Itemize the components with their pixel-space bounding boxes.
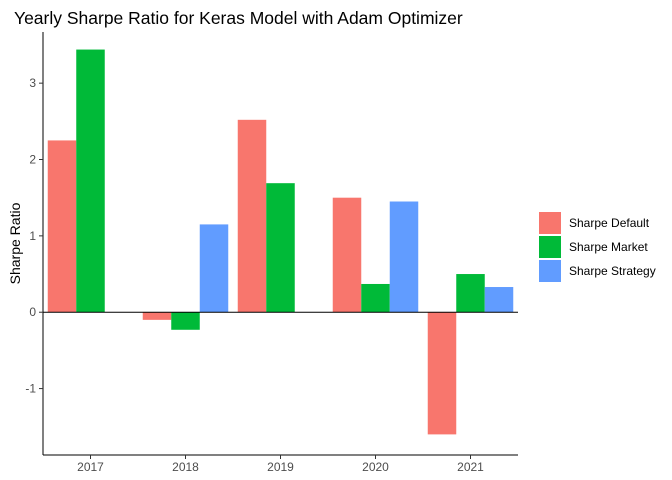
x-tick-label: 2017 — [77, 460, 104, 474]
legend-label: Sharpe Default — [569, 216, 650, 230]
legend-key-sharpe-default — [539, 212, 561, 234]
x-tick-label: 2021 — [457, 460, 484, 474]
bar-sharpe-default-2019 — [237, 119, 267, 313]
bar-sharpe-market-2020 — [361, 283, 390, 313]
axes: -1 0 1 2 3 2017 2018 2019 2020 2021 — [25, 32, 518, 474]
legend-label: Sharpe Market — [569, 240, 648, 254]
y-tick-label: 3 — [29, 76, 36, 90]
y-tick-label: 1 — [29, 229, 36, 243]
bar-sharpe-default-2018 — [142, 312, 172, 320]
y-tick-label: 2 — [29, 153, 36, 167]
bar-sharpe-market-2021 — [456, 274, 485, 313]
bar-sharpe-market-2018 — [171, 312, 200, 330]
bar-sharpe-market-2019 — [266, 183, 295, 313]
legend: Sharpe Default Sharpe Market Sharpe Strate… — [539, 212, 656, 282]
x-tick-label: 2018 — [172, 460, 199, 474]
bar-sharpe-strategy-2020 — [389, 201, 419, 313]
y-tick-label: 0 — [29, 305, 36, 319]
bar-sharpe-default-2021 — [427, 312, 457, 435]
y-tick-label: -1 — [25, 382, 36, 396]
legend-label: Sharpe Strategy — [569, 264, 656, 278]
bar-sharpe-default-2017 — [47, 140, 77, 313]
legend-key-sharpe-strategy — [539, 260, 561, 282]
bar-sharpe-strategy-2018 — [199, 224, 229, 313]
bar-sharpe-strategy-2021 — [484, 287, 514, 313]
bar-sharpe-default-2020 — [332, 197, 362, 313]
bars — [47, 49, 514, 435]
x-tick-label: 2019 — [267, 460, 294, 474]
y-axis-title: Sharpe Ratio — [7, 202, 23, 284]
x-tick-label: 2020 — [362, 460, 389, 474]
bar-sharpe-market-2017 — [76, 49, 105, 313]
chart-title: Yearly Sharpe Ratio for Keras Model with… — [14, 8, 463, 28]
legend-key-sharpe-market — [539, 236, 561, 258]
